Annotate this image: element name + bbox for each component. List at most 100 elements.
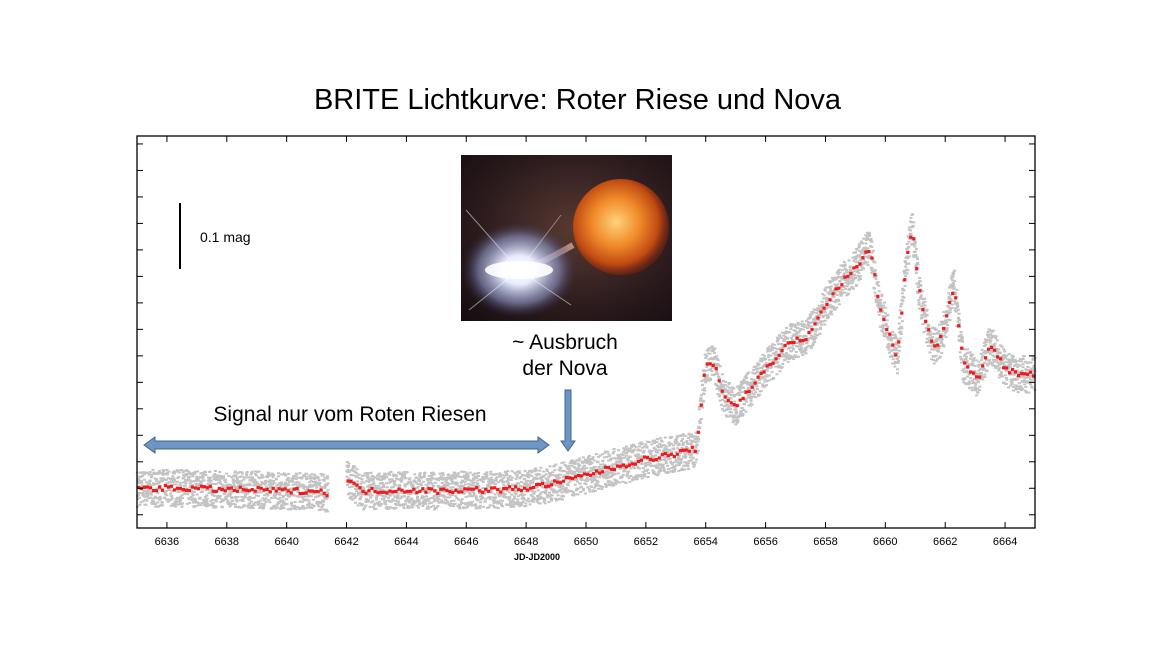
raw-data-point xyxy=(205,494,209,497)
raw-data-point xyxy=(555,497,558,500)
raw-data-point xyxy=(704,379,708,382)
raw-data-point xyxy=(754,396,758,399)
raw-data-point xyxy=(307,502,311,505)
raw-data-point xyxy=(544,473,548,476)
raw-data-point xyxy=(848,288,852,291)
raw-data-point xyxy=(760,358,764,360)
raw-data-point xyxy=(418,472,422,475)
raw-data-point xyxy=(899,333,903,335)
raw-data-point xyxy=(168,499,172,502)
raw-data-point xyxy=(786,337,790,340)
raw-data-point xyxy=(609,475,613,478)
raw-data-point xyxy=(559,497,563,500)
raw-data-point xyxy=(1021,387,1024,390)
raw-data-point xyxy=(911,224,915,227)
raw-data-point xyxy=(640,442,644,445)
raw-data-point xyxy=(1032,366,1036,369)
raw-data-point xyxy=(679,461,683,464)
raw-data-point xyxy=(171,475,175,478)
raw-data-point xyxy=(711,350,715,352)
raw-data-point xyxy=(695,444,699,447)
raw-data-point xyxy=(525,499,529,502)
raw-data-point xyxy=(370,501,374,504)
raw-data-point xyxy=(539,491,543,494)
raw-data-point xyxy=(935,358,939,361)
raw-data-point xyxy=(636,448,640,451)
raw-data-point xyxy=(248,502,252,505)
raw-data-point xyxy=(372,482,376,485)
raw-data-point xyxy=(439,472,443,475)
raw-data-point xyxy=(476,471,480,474)
raw-data-point xyxy=(677,462,681,465)
raw-data-point xyxy=(358,491,362,494)
raw-data-point xyxy=(326,475,329,478)
raw-data-point xyxy=(809,347,813,350)
raw-data-point xyxy=(949,297,953,300)
raw-data-point xyxy=(220,485,224,488)
raw-data-point xyxy=(510,476,514,479)
raw-data-point xyxy=(1015,363,1019,366)
raw-data-point xyxy=(713,356,717,359)
raw-data-point xyxy=(804,348,808,351)
raw-data-point xyxy=(170,489,174,492)
raw-data-point xyxy=(626,449,630,452)
raw-data-point xyxy=(287,493,291,496)
raw-data-point xyxy=(983,361,987,364)
raw-data-point xyxy=(619,460,623,463)
raw-data-point xyxy=(346,466,350,469)
raw-data-point xyxy=(146,495,149,498)
raw-data-point xyxy=(696,436,700,439)
raw-data-point xyxy=(613,473,617,476)
raw-data-point xyxy=(280,481,284,484)
raw-data-point xyxy=(1021,380,1024,382)
raw-data-point xyxy=(907,245,911,248)
raw-data-point xyxy=(161,504,165,507)
raw-data-point xyxy=(657,449,661,452)
raw-data-point xyxy=(974,359,978,362)
raw-data-point xyxy=(451,486,455,489)
raw-data-point xyxy=(600,473,604,476)
raw-data-point xyxy=(270,479,273,482)
raw-data-point xyxy=(652,471,655,474)
raw-data-point xyxy=(434,497,438,500)
raw-data-point xyxy=(718,389,722,392)
raw-data-point xyxy=(407,505,411,508)
raw-data-point xyxy=(474,505,478,507)
raw-data-point xyxy=(564,489,568,492)
raw-data-point xyxy=(689,454,693,456)
raw-data-point xyxy=(671,444,675,447)
raw-data-point xyxy=(641,446,645,449)
raw-data-point xyxy=(843,279,847,282)
raw-data-point xyxy=(592,459,596,462)
raw-data-point xyxy=(879,305,883,308)
raw-data-point xyxy=(404,500,408,503)
raw-data-point xyxy=(308,477,312,480)
raw-data-point xyxy=(989,333,993,336)
raw-data-point xyxy=(233,485,237,488)
raw-data-point xyxy=(678,458,682,461)
raw-data-point xyxy=(731,394,735,397)
raw-data-point xyxy=(895,347,898,350)
raw-data-point xyxy=(864,242,868,245)
raw-data-point xyxy=(881,306,884,309)
raw-data-point xyxy=(521,485,524,488)
raw-data-point xyxy=(295,481,299,484)
raw-data-point xyxy=(1004,382,1008,385)
raw-data-point xyxy=(1006,358,1009,361)
raw-data-point xyxy=(693,435,697,438)
raw-data-point xyxy=(472,477,475,480)
raw-data-point xyxy=(308,485,312,488)
raw-data-point xyxy=(448,475,452,478)
raw-data-point xyxy=(810,313,814,316)
raw-data-point xyxy=(791,344,795,346)
raw-data-point xyxy=(502,492,506,495)
raw-data-point xyxy=(767,354,771,356)
raw-data-point xyxy=(281,473,285,476)
raw-data-point xyxy=(968,351,972,354)
raw-data-point xyxy=(748,384,752,387)
raw-data-point xyxy=(673,470,676,473)
raw-data-point xyxy=(450,488,454,491)
binned-data-point xyxy=(190,485,194,489)
raw-data-point xyxy=(204,474,208,476)
raw-data-point xyxy=(944,319,947,322)
